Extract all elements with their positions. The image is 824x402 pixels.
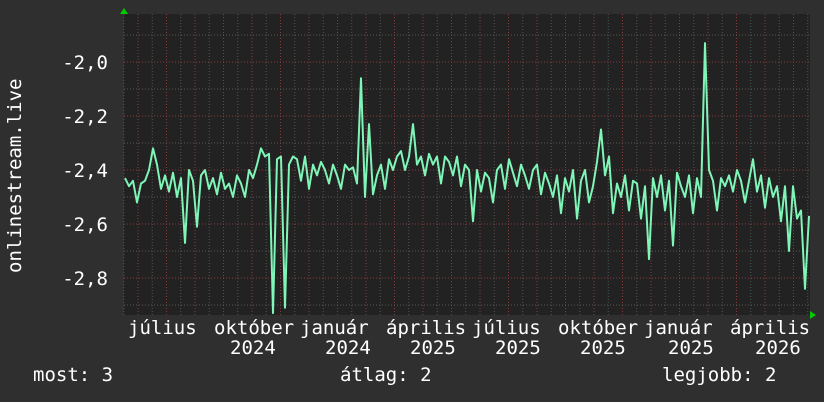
x-axis: július október január április július október j… [128,317,810,359]
x-tick-month-label: július [472,317,541,339]
series [124,42,810,315]
x-tick-month-label: október [214,317,294,339]
x-tick-year-label: 2026 [755,337,801,359]
x-tick-year-label: 2024 [325,337,371,359]
x-tick-month-label: július [128,317,197,339]
legend-max: legjobb: 2 [662,364,777,386]
legend-current: most: 3 [33,364,114,386]
x-tick-month-label: április [730,317,810,339]
x-tick-year-label: 2025 [495,337,541,359]
y-tick-label: -2,4 [62,160,108,182]
x-tick-month-label: április [386,317,466,339]
y-tick-label: -2,0 [62,52,108,74]
y-axis-label: onlinestream.live [4,78,26,273]
y-tick-label: -2,6 [62,214,108,236]
x-tick-month-label: január [644,317,713,339]
y-tick-label: -2,2 [62,106,108,128]
legend-average: átlag: 2 [340,364,432,386]
x-tick-month-label: október [558,317,638,339]
y-axis-arrow-icon [120,8,128,14]
y-tick-label: -2,8 [62,268,108,290]
x-axis-arrow-icon [810,311,816,319]
x-tick-year-label: 2025 [668,337,714,359]
x-tick-year-label: 2025 [580,337,626,359]
x-tick-month-label: január [300,317,369,339]
series-line [124,42,810,315]
plot-area [124,14,810,315]
x-tick-year-label: 2025 [410,337,456,359]
y-axis: -2,0 -2,2 -2,4 -2,6 -2,8 [62,52,108,290]
x-tick-year-label: 2024 [230,337,276,359]
